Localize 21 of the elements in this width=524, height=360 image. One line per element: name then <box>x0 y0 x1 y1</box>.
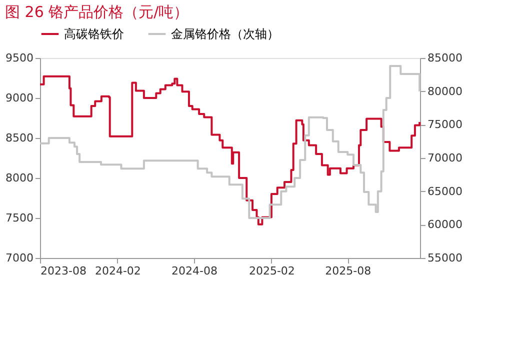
y-tick-label: 7500 <box>6 212 34 224</box>
y2-tick-label: 70000 <box>428 152 462 164</box>
x-tick-label: 2025-08 <box>325 264 372 278</box>
legend-label: 金属铬价格（次轴） <box>171 27 279 41</box>
y2-tick-label: 75000 <box>428 118 462 132</box>
y-tick-label: 9500 <box>6 52 34 64</box>
y2-tick-label: 55000 <box>428 252 462 264</box>
y-tick-label: 9000 <box>6 92 34 104</box>
x-tick-label: 2024-02 <box>94 264 141 278</box>
x-tick-label: 2024-08 <box>172 264 218 278</box>
y2-tick-label: 65000 <box>428 184 462 198</box>
y-tick-label: 7000 <box>6 252 34 264</box>
y-tick-label: 8500 <box>6 132 34 144</box>
x-tick-label: 2023-08 <box>40 264 86 278</box>
y-tick-label: 8000 <box>6 172 34 184</box>
y2-tick-label: 85000 <box>428 52 462 64</box>
x-tick-label: 2025-02 <box>248 264 295 278</box>
y2-tick-label: 80000 <box>428 84 462 98</box>
chart-title: 图 26 铬产品价格（元/吨） <box>5 3 189 21</box>
legend-label: 高碳铬铁价 <box>64 27 124 41</box>
y2-tick-label: 60000 <box>428 218 462 232</box>
